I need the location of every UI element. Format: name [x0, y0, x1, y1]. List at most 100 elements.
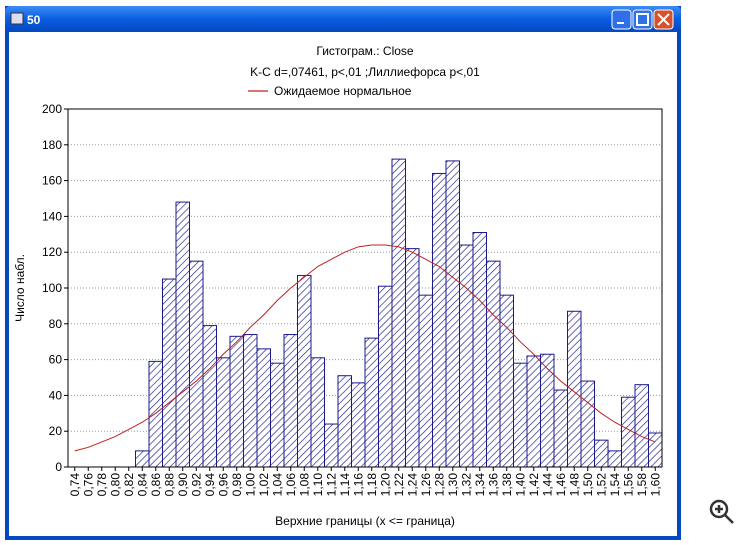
bar [324, 423, 339, 468]
bar [580, 380, 595, 468]
bar [553, 389, 568, 468]
chart-title: Гистограм.: Close [316, 44, 414, 58]
x-tick-label: 1,08 [297, 473, 311, 497]
y-tick-label: 60 [49, 353, 63, 367]
maximize-button[interactable] [632, 9, 653, 30]
x-tick-label: 1,30 [446, 473, 460, 497]
normal-curve [74, 244, 656, 452]
x-tick-label: 1,50 [581, 473, 595, 497]
y-tick-label: 20 [49, 424, 63, 438]
x-tick-label: 1,12 [324, 473, 338, 497]
bar [189, 260, 204, 468]
x-tick-label: 1,52 [594, 473, 608, 497]
bar [364, 337, 379, 468]
bar [459, 244, 474, 468]
x-tick-label: 1,22 [392, 473, 406, 497]
y-tick-label: 120 [42, 245, 62, 259]
minimize-glyph [617, 22, 624, 24]
bar [175, 201, 190, 468]
x-tick-label: 0,90 [176, 473, 190, 497]
window-icon [10, 12, 24, 25]
zoom-glyph [715, 505, 734, 524]
bar [148, 360, 163, 468]
bar [513, 362, 528, 468]
bar [270, 362, 285, 468]
x-tick-label: 1,18 [365, 473, 379, 497]
bar [648, 432, 663, 468]
y-tick-label: 180 [42, 138, 62, 152]
close-glyph [657, 13, 670, 26]
x-tick-label: 0,94 [203, 473, 217, 497]
zoom-icon[interactable] [709, 499, 734, 524]
bar [432, 172, 447, 468]
x-tick-label: 1,46 [554, 473, 568, 497]
y-tick-label: 80 [49, 317, 63, 331]
y-tick-label: 0 [55, 460, 62, 474]
x-tick-label: 1,48 [567, 473, 581, 497]
x-tick-label: 1,32 [459, 473, 473, 497]
x-tick-label: 0,76 [81, 473, 95, 497]
y-tick-label: 100 [42, 281, 62, 295]
x-tick-label: 1,28 [432, 473, 446, 497]
x-tick-label: 1,44 [540, 473, 554, 497]
plot-frame [67, 108, 663, 468]
legend-label: Ожидаемое нормальное [274, 84, 412, 98]
bar [445, 160, 460, 468]
bar [567, 310, 582, 468]
bar [607, 450, 622, 468]
x-tick-label: 1,16 [351, 473, 365, 497]
x-tick-label: 1,56 [621, 473, 635, 497]
chart-subtitle: K-C d=,07461, p<,01 ;Лиллиефорса p<,01 [250, 65, 480, 79]
bar [486, 260, 501, 468]
y-tick-label: 200 [42, 102, 62, 116]
bar [391, 158, 406, 468]
x-tick-label: 1,42 [527, 473, 541, 497]
bar [472, 232, 487, 468]
bar [162, 278, 177, 468]
x-tick-label: 1,02 [257, 473, 271, 497]
x-tick-label: 1,04 [270, 473, 284, 497]
x-tick-label: 0,84 [135, 473, 149, 497]
x-tick-label: 1,24 [405, 473, 419, 497]
bar [297, 274, 312, 468]
x-tick-label: 1,60 [648, 473, 662, 497]
bar [310, 357, 325, 468]
y-axis-label: Число набл. [13, 254, 27, 322]
bar [594, 439, 609, 468]
bar [634, 384, 649, 468]
x-tick-label: 1,00 [243, 473, 257, 497]
bar [378, 285, 393, 468]
bar [135, 450, 150, 468]
x-tick-label: 0,98 [230, 473, 244, 497]
y-tick-label: 140 [42, 209, 62, 223]
x-tick-label: 0,80 [108, 473, 122, 497]
x-tick-label: 0,88 [162, 473, 176, 497]
x-tick-label: 1,40 [513, 473, 527, 497]
x-tick-label: 0,86 [149, 473, 163, 497]
bar [405, 248, 420, 468]
x-tick-label: 1,10 [311, 473, 325, 497]
bar [256, 348, 271, 468]
y-tick-label: 40 [49, 388, 63, 402]
x-tick-label: 1,14 [338, 473, 352, 497]
minimize-button[interactable] [611, 9, 632, 30]
maximize-glyph [636, 13, 649, 26]
x-tick-label: 1,36 [486, 473, 500, 497]
bar [337, 375, 352, 468]
bar [540, 353, 555, 468]
x-tick-label: 0,74 [68, 473, 82, 497]
bar [351, 382, 366, 468]
x-tick-label: 0,78 [95, 473, 109, 497]
window-title: 50 [27, 13, 41, 27]
title-bar [5, 6, 681, 32]
x-tick-label: 0,96 [216, 473, 230, 497]
x-tick-label: 1,54 [608, 473, 622, 497]
x-tick-label: 1,38 [500, 473, 514, 497]
bar [229, 335, 244, 468]
bar [202, 325, 217, 468]
bar [216, 357, 231, 468]
x-axis-label: Верхние границы (x <= граница) [275, 514, 455, 528]
x-tick-label: 0,82 [122, 473, 136, 497]
